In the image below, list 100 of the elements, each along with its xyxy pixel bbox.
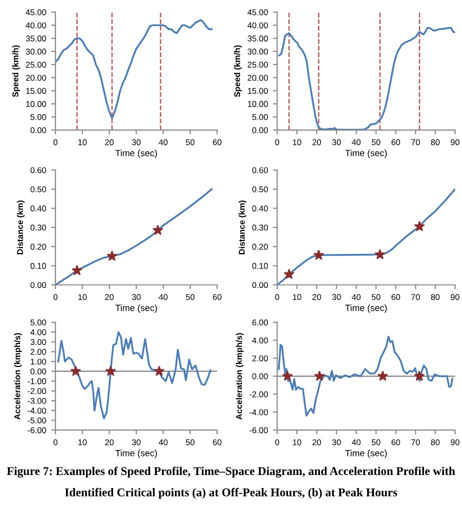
y-tick-label: 45.00 — [26, 9, 46, 16]
y-tick-label: 0.30 — [30, 224, 46, 231]
x-tick-label: 60 — [392, 294, 400, 300]
x-tick-label: 20 — [105, 439, 114, 446]
y-tick-label: -6.00 — [28, 427, 46, 434]
y-tick-label: 0.20 — [30, 244, 46, 250]
y-tick-label: 40.00 — [248, 22, 268, 28]
y-tick-label: 0.40 — [252, 206, 268, 212]
y-tick-label: 5.00 — [252, 114, 268, 120]
x-tick-label: 10 — [78, 139, 87, 146]
x-tick-label: 40 — [158, 139, 168, 146]
x-tick-label: 60 — [212, 139, 222, 146]
y-tick-label: 0.60 — [30, 167, 46, 174]
point — [414, 221, 425, 231]
x-tick-label: 50 — [372, 139, 380, 146]
y-tick-label: 0.00 — [30, 127, 46, 134]
x-tick-label: 30 — [332, 439, 341, 446]
y-tick-label: 25.00 — [248, 62, 268, 68]
y-axis-title: Speed (km/h) — [12, 45, 20, 98]
x-tick-label: 40 — [158, 439, 168, 446]
y-tick-label: -3.00 — [28, 398, 46, 404]
y-tick-label: 6.00 — [252, 320, 268, 326]
x-tick-label: 50 — [372, 294, 380, 300]
caption: Figure 7: Examples of Speed Profile, Time–Space Diagram, and Acceleration Profile with — [6, 466, 456, 478]
x-tick-label: 60 — [212, 294, 222, 300]
y-tick-label: -5.00 — [28, 418, 46, 424]
y-tick-label: 5.00 — [30, 114, 46, 120]
x-tick-label: 30 — [132, 439, 141, 446]
x-tick-label: 90 — [450, 294, 460, 300]
y-tick-label: 5.00 — [30, 320, 46, 326]
y-tick-label: 25.00 — [26, 62, 46, 68]
y-axis-title: Distance (km) — [238, 200, 246, 254]
y-tick-label: 0.00 — [30, 282, 46, 288]
x-axis-title: Time (sec) — [115, 150, 157, 158]
x-tick-label: 40 — [352, 294, 361, 300]
x-tick-label: 50 — [186, 294, 194, 300]
point — [106, 250, 118, 261]
y-axis-title: Acceleration (kmph/s) — [236, 333, 244, 420]
line-series — [55, 19, 213, 120]
y-tick-label: 15.00 — [26, 88, 46, 94]
x-tick-label: 30 — [332, 294, 341, 300]
x-tick-label: 20 — [105, 139, 114, 146]
point — [152, 224, 163, 235]
line-series — [55, 188, 213, 285]
x-tick-label: 10 — [292, 139, 302, 146]
x-tick-label: 50 — [372, 439, 380, 446]
point — [374, 249, 386, 260]
x-tick-label: 50 — [186, 139, 194, 146]
y-axis-title: Acceleration (kmph/s) — [14, 333, 22, 420]
y-tick-label: 30.00 — [26, 48, 46, 55]
x-tick-label: 0 — [53, 294, 58, 300]
x-tick-label: 10 — [292, 439, 302, 446]
y-tick-label: 0.00 — [252, 373, 268, 380]
y-tick-label: -2.00 — [28, 388, 46, 394]
x-axis-title: Time (sec) — [115, 304, 157, 313]
x-tick-label: 30 — [132, 294, 141, 300]
y-axis-title: Speed (km/h) — [234, 45, 242, 98]
x-tick-label: 60 — [392, 139, 400, 146]
y-tick-label: 3.00 — [30, 339, 46, 346]
x-tick-label: 40 — [352, 439, 361, 446]
line-series — [57, 331, 212, 420]
x-tick-label: 30 — [332, 139, 341, 146]
x-tick-label: 40 — [158, 294, 168, 300]
y-tick-label: 20.00 — [26, 74, 46, 81]
x-tick-label: 0 — [275, 294, 280, 300]
x-axis-title: Time (sec) — [345, 150, 387, 158]
y-tick-label: -4.00 — [250, 409, 268, 416]
y-tick-label: 0.20 — [252, 244, 268, 250]
y-tick-label: 0.30 — [252, 224, 268, 231]
y-tick-label: 2.00 — [30, 348, 46, 355]
y-tick-label: 10.00 — [26, 101, 46, 107]
y-tick-label: 35.00 — [248, 36, 268, 42]
point — [72, 265, 82, 275]
x-tick-label: 80 — [431, 294, 440, 300]
x-tick-label: 20 — [312, 294, 322, 300]
y-tick-label: 4.00 — [252, 337, 268, 344]
x-tick-label: 70 — [411, 139, 420, 146]
y-tick-label: 1.00 — [30, 358, 46, 365]
y-tick-label: 0.00 — [252, 127, 268, 134]
x-axis-title: Time (sec) — [345, 450, 387, 458]
x-tick-label: 10 — [78, 439, 87, 446]
x-tick-label: 40 — [352, 139, 361, 146]
x-tick-label: 90 — [450, 139, 460, 146]
x-tick-label: 10 — [78, 294, 87, 300]
y-tick-label: 0.60 — [252, 167, 268, 174]
x-tick-label: 20 — [312, 439, 322, 446]
y-tick-label: -6.00 — [250, 427, 268, 434]
x-axis-title: Time (sec) — [345, 304, 387, 313]
x-tick-label: 60 — [392, 439, 400, 446]
y-tick-label: 2.00 — [252, 355, 268, 362]
y-tick-label: 0.50 — [252, 186, 268, 192]
y-tick-label: 0.10 — [252, 262, 268, 269]
y-tick-label: -2.00 — [250, 391, 268, 398]
y-tick-label: 0.00 — [30, 368, 46, 374]
x-tick-label: 0 — [275, 139, 280, 146]
y-tick-label: 0.40 — [30, 206, 46, 212]
x-tick-label: 0 — [53, 139, 58, 146]
y-tick-label: 0.50 — [30, 186, 46, 192]
point — [284, 268, 294, 279]
x-axis-title: Time (sec) — [115, 450, 157, 458]
